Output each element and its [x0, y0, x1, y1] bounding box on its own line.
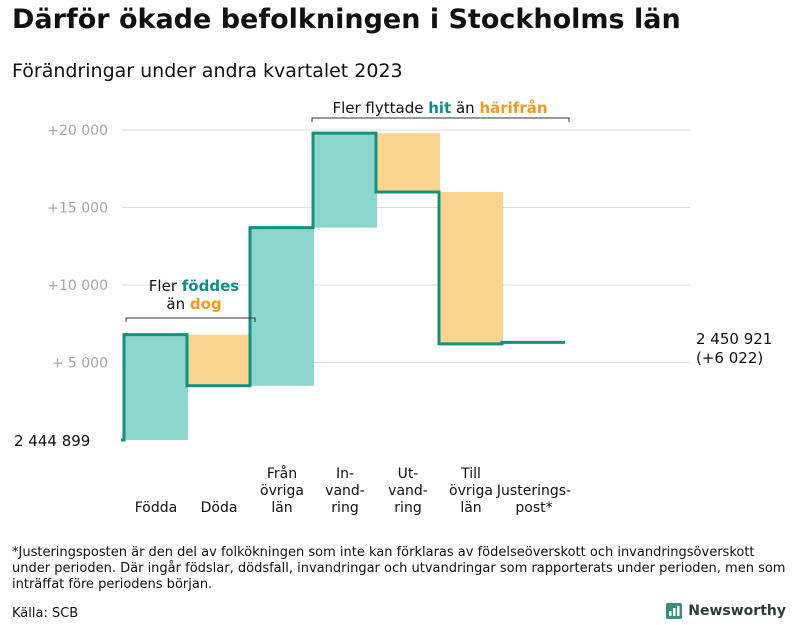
brand-name: Newsworthy — [688, 603, 786, 619]
births-bracket — [125, 317, 256, 322]
category-label: vand- — [388, 483, 428, 499]
births-annotation-line1: Fler föddes — [149, 277, 239, 295]
running-total-line — [121, 131, 565, 442]
y-tick-label: +15 000 — [47, 201, 108, 217]
category-label: Till — [460, 466, 481, 482]
newsworthy-logo-icon — [666, 603, 683, 619]
bar-födda — [124, 334, 188, 440]
waterfall-chart: + 5 000 +10 000 +15 000 +20 000 Födda Döda Fr… — [14, 99, 772, 516]
category-label: län — [460, 500, 481, 516]
footnote: *Justeringsposten är den del av folkökni… — [12, 545, 786, 592]
category-label: Justerings- — [496, 483, 571, 499]
births-annotation-line2: än dog — [166, 295, 221, 313]
end-value-label: 2 450 921 — [696, 330, 772, 348]
category-label: post* — [515, 500, 552, 516]
y-tick-label: +10 000 — [47, 278, 108, 294]
bar-till-övriga-län — [439, 192, 503, 344]
bar-från-övriga-län — [250, 227, 314, 386]
category-label: Döda — [201, 500, 238, 516]
chart-subtitle: Förändringar under andra kvartalet 2023 — [12, 60, 403, 82]
bar-döda — [187, 334, 251, 386]
category-label: Födda — [135, 500, 177, 516]
migration-annotation: Fler flyttade hit än härifrån — [332, 99, 547, 117]
source-note: Källa: SCB — [12, 606, 79, 621]
category-label: län — [271, 500, 292, 516]
category-label: In- — [336, 466, 354, 482]
category-label: övriga — [260, 483, 304, 499]
migration-bracket — [311, 117, 570, 122]
chart-title: Därför ökade befolkningen i Stockholms l… — [12, 4, 681, 35]
category-label: vand- — [325, 483, 365, 499]
base-value-label: 2 444 899 — [14, 432, 90, 450]
bar-utvandring — [376, 133, 440, 192]
y-tick-label: +20 000 — [47, 123, 108, 139]
brand-logo: Newsworthy — [666, 603, 786, 619]
end-change-label: (+6 022) — [696, 349, 763, 367]
category-label: ring — [331, 500, 358, 516]
category-label: ring — [394, 500, 421, 516]
bar-invandring — [313, 133, 377, 228]
category-label: övriga — [449, 483, 493, 499]
category-label: Ut- — [398, 466, 419, 482]
category-label: Från — [267, 465, 297, 482]
y-tick-label: + 5 000 — [52, 356, 108, 372]
